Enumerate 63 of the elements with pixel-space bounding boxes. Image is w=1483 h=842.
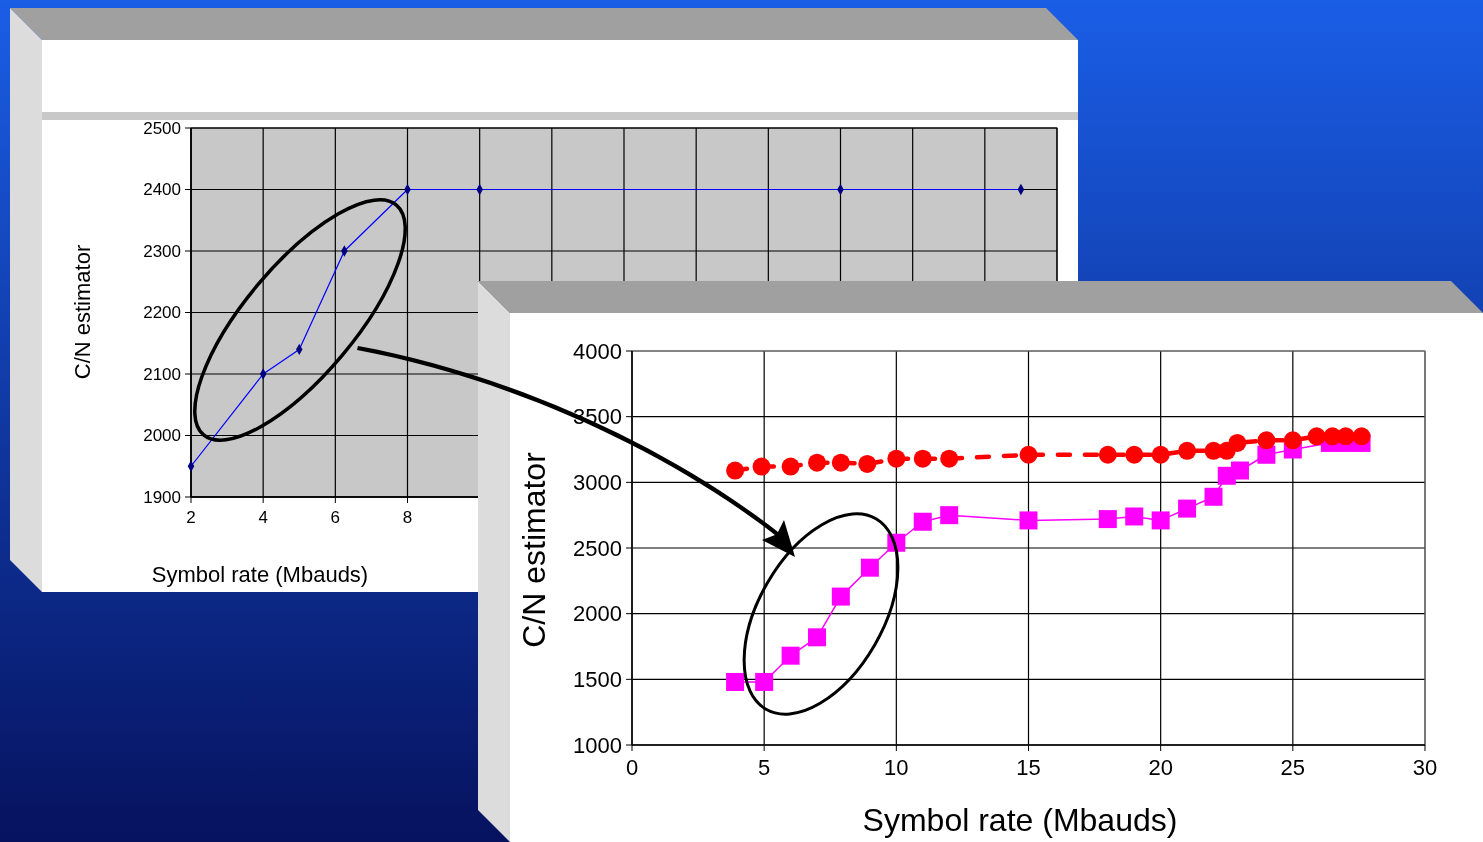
y-tick-label: 2500	[573, 535, 622, 561]
point	[1019, 511, 1038, 530]
y-tick-label: 2000	[573, 601, 622, 627]
point	[808, 453, 827, 472]
x-tick-label: 30	[1412, 754, 1438, 780]
point	[831, 453, 850, 472]
x-tick-label: 8	[402, 507, 413, 527]
y-tick-label: 2300	[143, 241, 181, 261]
point	[755, 672, 774, 691]
point	[1204, 487, 1223, 506]
point	[831, 587, 850, 606]
x-tick-label: 2	[186, 507, 196, 527]
y-tick-label: 2400	[143, 180, 181, 200]
point	[726, 461, 745, 480]
x-tick-label: 20	[1148, 754, 1173, 780]
point	[781, 457, 800, 476]
point	[913, 512, 932, 531]
x-tick-label: 4	[258, 507, 268, 527]
y-axis-title: C/N estimator	[516, 451, 552, 648]
y-tick-label: 1000	[573, 732, 622, 758]
point	[913, 449, 932, 468]
y-tick-label: 4000	[573, 338, 622, 364]
y-tick-label: 2200	[143, 303, 181, 323]
point	[1151, 445, 1170, 464]
point	[1098, 510, 1117, 529]
point	[858, 454, 877, 473]
point	[940, 449, 959, 468]
point	[1283, 431, 1302, 450]
point	[726, 672, 745, 691]
x-tick-label: 25	[1280, 754, 1306, 780]
y-tick-label: 2100	[143, 364, 181, 384]
point	[781, 646, 800, 665]
x-axis-title: Symbol rate (Mbauds)	[151, 562, 369, 587]
x-tick-label: 5	[758, 754, 771, 780]
point	[1257, 445, 1276, 464]
y-tick-label: 1900	[143, 487, 181, 507]
point	[752, 457, 771, 476]
y-tick-label: 3000	[573, 470, 622, 496]
x-tick-label: 6	[330, 507, 341, 527]
point	[1307, 427, 1326, 446]
point	[1125, 445, 1144, 464]
point	[808, 628, 827, 647]
point	[1098, 445, 1117, 464]
point	[1151, 511, 1170, 530]
point	[1125, 507, 1144, 526]
point	[1178, 441, 1197, 460]
point	[887, 449, 906, 468]
point	[1257, 431, 1276, 450]
point	[940, 506, 959, 525]
point	[1228, 433, 1247, 452]
point	[1019, 445, 1038, 464]
x-tick-label: 15	[1016, 754, 1041, 780]
x-tick-label: 10	[884, 754, 909, 780]
y-axis-title: C/N estimator	[70, 244, 95, 380]
point	[1230, 461, 1249, 480]
x-tick-label: 0	[625, 754, 639, 780]
y-tick-label: 2500	[143, 118, 181, 138]
x-axis-title: Symbol rate (Mbauds)	[862, 802, 1178, 838]
y-tick-label: 2000	[143, 426, 181, 446]
point	[1352, 427, 1371, 446]
point	[1178, 499, 1197, 518]
point	[860, 558, 879, 577]
y-tick-label: 1500	[573, 667, 622, 693]
